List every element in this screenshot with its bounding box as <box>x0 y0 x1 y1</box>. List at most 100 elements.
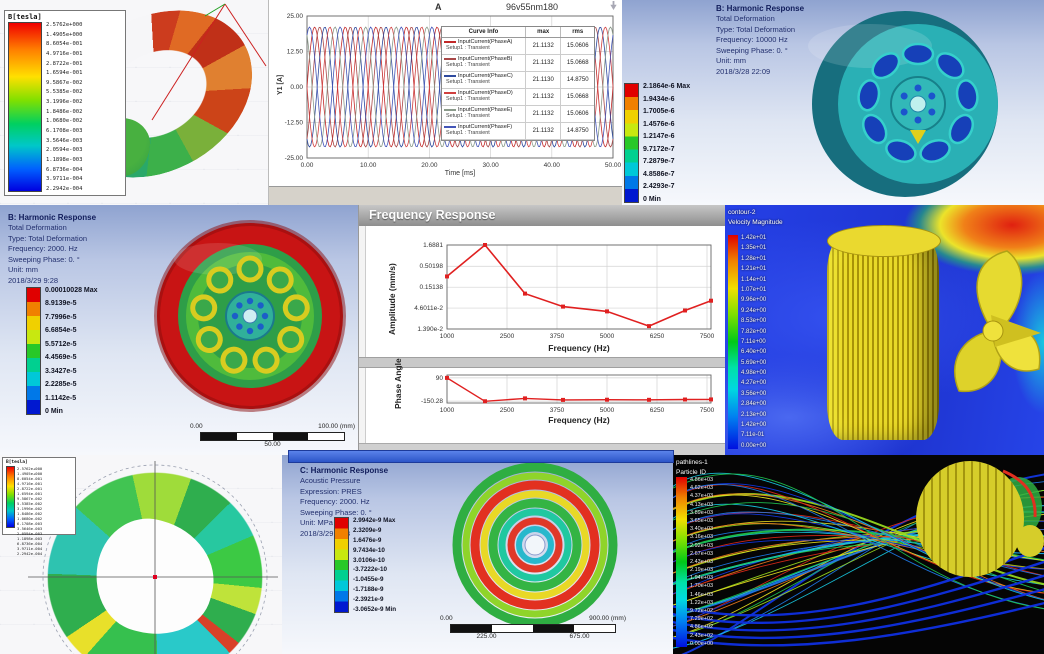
colorbar-value: 1.22e+03 <box>690 599 714 606</box>
colorbar-value: 1.42e+01 <box>741 235 767 241</box>
result-info: B: Harmonic Response Total Deformation Typ… <box>716 3 804 77</box>
svg-text:10.00: 10.00 <box>360 162 377 169</box>
result-info-line: Total Deformation <box>716 14 775 24</box>
colorbar-value: 5.5385e-002 <box>46 89 83 96</box>
window-body <box>365 226 726 455</box>
curve-source: Setup1 : Transient <box>446 62 490 68</box>
colorbar-title: B[tesla] <box>6 460 28 465</box>
colorbar-value: 1.28e+01 <box>741 255 767 262</box>
colorbar-value: 6.6854e-5 <box>45 327 77 335</box>
result-info-line: 2018/3/29 0:43 <box>300 528 351 538</box>
curve-max: 21.1130 <box>524 72 561 88</box>
colorbar-value: 5.5385e-002 <box>17 501 43 506</box>
legend-row: InputCurrent(PhaseF) Setup1 : Transient … <box>442 123 594 140</box>
splitter-handle[interactable] <box>359 357 726 368</box>
colorbar-value: 4.9716e-001 <box>17 481 43 486</box>
legend-header: max <box>524 27 561 37</box>
gear-top-render <box>827 225 941 257</box>
colorbar-value: 4.86e+02 <box>690 624 714 631</box>
curve-rms: 14.8750 <box>560 123 594 139</box>
curve-source: Setup1 : Transient <box>446 96 490 102</box>
colorbar-value: 3.1996e-002 <box>46 99 83 106</box>
colorbar-value: 7.11e+00 <box>741 338 766 345</box>
result-info-line: Type: Total Deformation <box>8 233 88 243</box>
svg-text:20.00: 20.00 <box>421 162 438 169</box>
svg-text:3750: 3750 <box>550 333 565 340</box>
colorbar-value: 3.9711e-004 <box>17 546 43 551</box>
result-info-line: Frequency: 2000. Hz <box>8 244 78 254</box>
svg-text:30.00: 30.00 <box>482 162 499 169</box>
colorbar-value: 4.9716e-001 <box>46 50 83 57</box>
window-titlebar[interactable]: Frequency Response <box>359 205 726 226</box>
colorbar-value: 1.07e+01 <box>741 286 767 293</box>
colorbar-value: 7.11e-01 <box>741 432 765 439</box>
svg-text:0.00: 0.00 <box>301 162 314 169</box>
colorbar-value: 2.3209e-9 <box>353 526 382 534</box>
curve-color-chip <box>444 75 456 77</box>
result-info-line: Sweeping Phase: 0. ° <box>300 507 372 517</box>
curve-rms: 15.0668 <box>560 55 594 71</box>
colorbar-value: 4.13e+03 <box>690 501 714 508</box>
legend-row: InputCurrent(PhaseE) Setup1 : Transient … <box>442 106 594 123</box>
curve-max: 21.1132 <box>524 55 561 71</box>
scale-max: 900.00 (mm) <box>589 615 626 622</box>
result-info-line: 2018/3/28 22:09 <box>716 66 771 76</box>
colorbar-value: 7.7996e-5 <box>45 313 77 321</box>
colorbar-value: 8.9139e-5 <box>45 300 77 308</box>
curve-rms: 15.0606 <box>560 106 594 122</box>
result-info-line: Unit: mm <box>716 56 746 66</box>
panel-stator-field: B[tesla] 2.5762e+000 1.4905e+000 8.6054e-0… <box>0 0 268 205</box>
colorbar-value: 9.5867e-002 <box>17 496 43 501</box>
coordinate-axes-icon <box>151 3 267 121</box>
pressure-colorbar: 2.9942e-9 Max 2.3209e-9 1.6476e-9 9.7434e-1… <box>334 517 396 613</box>
y-axis-title: Y1 [A] <box>277 74 284 95</box>
result-info-line: Sweeping Phase: 0. ° <box>8 254 80 264</box>
colorbar-value: 9.72e+02 <box>690 608 714 614</box>
particle-colorbar: 4.86e+03 4.62e+03 4.37e+03 4.13e+03 3.89e+03… <box>676 477 713 647</box>
curve-source: Setup1 : Transient <box>446 79 490 85</box>
colorbar-value: 2.84e+00 <box>741 401 767 408</box>
colorbar-strip <box>676 477 687 647</box>
result-info-line: Unit: MPa <box>300 518 333 528</box>
curve-color-chip <box>444 58 456 60</box>
curve-max: 21.1132 <box>524 89 561 105</box>
pin-icon[interactable] <box>610 1 617 10</box>
svg-text:50.00: 50.00 <box>605 162 622 169</box>
result-info: C: Harmonic Response Acoustic Pressure Exp… <box>300 465 388 539</box>
curve-name: InputCurrent(PhaseF) <box>458 124 513 130</box>
colorbar-value: 1.8486e-002 <box>17 511 43 516</box>
curve-max: 21.1132 <box>524 38 561 54</box>
colorbar-value: 2.5762e+000 <box>46 22 83 28</box>
svg-text:1000: 1000 <box>440 333 455 340</box>
colorbar-title: pathlines-1 Particle ID <box>676 459 708 476</box>
result-info-line: Sweeping Phase: 0. ° <box>716 45 788 55</box>
colorbar-value: 4.8586e-7 <box>643 170 675 178</box>
colorbar-value: 6.8736e-004 <box>17 541 43 546</box>
colorbar-value: 8.6054e-001 <box>17 476 43 481</box>
curve-name: InputCurrent(PhaseE) <box>458 107 513 113</box>
window-titlebar-strip[interactable] <box>288 450 674 463</box>
colorbar-value: 2.13e+00 <box>741 411 767 418</box>
colorbar-value: 6.1708e-003 <box>17 521 43 526</box>
scale-min: 0.00 <box>440 615 453 622</box>
colorbar-value: 0.00e+00 <box>690 640 714 647</box>
result-info-line: Type: Total Deformation <box>716 24 796 34</box>
svg-text:25.00: 25.00 <box>287 13 304 20</box>
svg-text:7500: 7500 <box>700 333 715 340</box>
result-info: B: Harmonic Response Total Deformation Typ… <box>8 212 96 286</box>
colorbar-value: 8.6054e-001 <box>46 41 83 48</box>
colorbar-value: -3.0652e-9 Min <box>353 605 397 613</box>
colorbar-value: 5.5712e-5 <box>45 340 77 348</box>
legend-row: InputCurrent(PhaseC) Setup1 : Transient … <box>442 72 594 89</box>
colorbar-value: 3.1996e-002 <box>17 506 43 511</box>
colorbar-value: 3.0106e-10 <box>353 556 385 564</box>
colorbar-value: 8.53e+00 <box>741 318 767 325</box>
scale-max: 100.00 (mm) <box>318 423 355 430</box>
curve-max: 21.1132 <box>524 106 561 122</box>
curve-name: InputCurrent(PhaseD) <box>458 90 513 96</box>
curve-name: InputCurrent(PhaseB) <box>458 56 513 62</box>
colorbar-value: 4.98e+00 <box>741 370 767 377</box>
svg-text:12.50: 12.50 <box>287 49 304 56</box>
result-info-line: Frequency: 2000. Hz <box>300 497 370 507</box>
